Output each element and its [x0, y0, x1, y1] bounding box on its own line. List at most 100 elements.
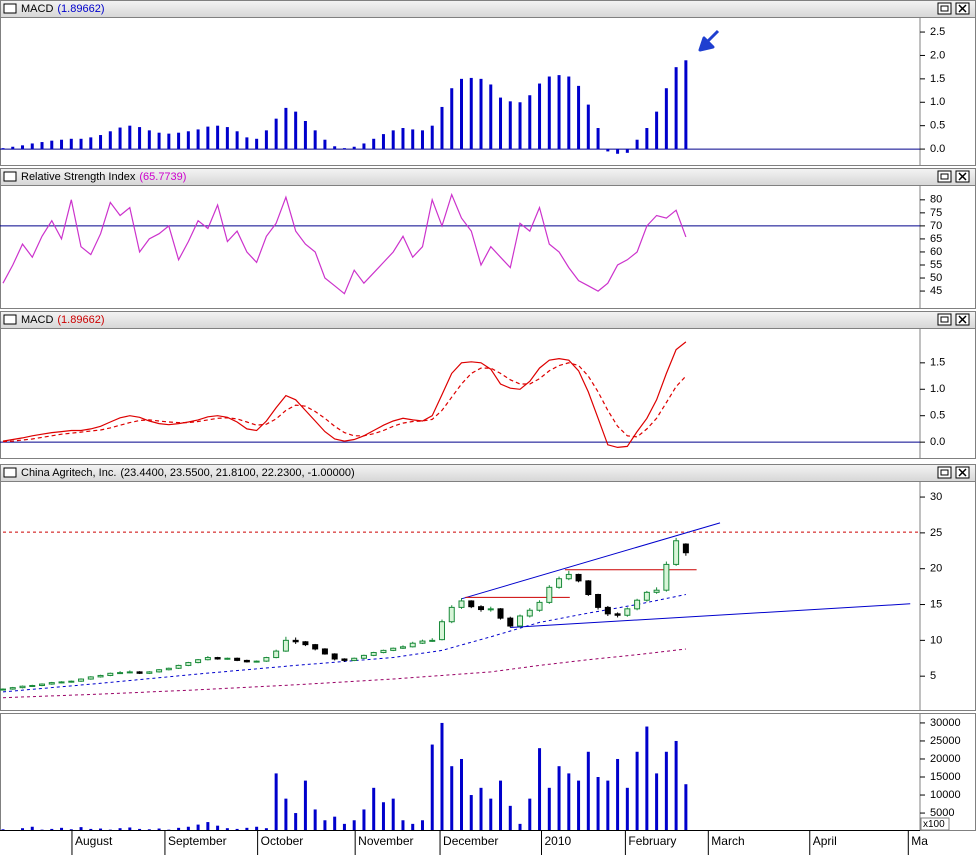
bar: [40, 829, 44, 830]
bar: [645, 726, 649, 830]
bar: [372, 138, 376, 150]
bar: [147, 829, 151, 830]
bar: [664, 751, 668, 830]
bar: [674, 740, 678, 830]
bar: [99, 135, 103, 150]
maximize-button[interactable]: [937, 466, 952, 479]
candle-body: [409, 642, 416, 648]
panel: MACD (1.89662) 0.0 0.5 1.0 1.5: [0, 311, 976, 459]
bar: [167, 133, 171, 150]
panel-frame: [0, 0, 976, 166]
bar: [30, 826, 34, 830]
bar: [674, 67, 678, 150]
candle-body: [39, 683, 46, 686]
bar: [391, 798, 395, 830]
panel-value: (1.89662): [57, 314, 104, 326]
candle-body: [419, 640, 426, 644]
close-glyph: [958, 315, 967, 324]
header-icon: [3, 3, 17, 14]
bar: [40, 142, 44, 150]
bar: [11, 146, 15, 150]
maximize-button[interactable]: [937, 170, 952, 183]
bar: [21, 145, 25, 150]
candle-body: [604, 606, 611, 615]
bar: [508, 101, 512, 150]
bar: [69, 829, 73, 830]
bar: [186, 826, 190, 830]
bar: [323, 139, 327, 150]
y-tick-label: 5000: [930, 807, 954, 819]
bar: [577, 85, 581, 150]
header-icon: [3, 171, 17, 182]
candle-body: [614, 613, 621, 616]
bar: [30, 143, 34, 150]
bar: [567, 773, 571, 830]
candle-body: [468, 600, 475, 608]
candle-body: [175, 664, 182, 669]
header-icon: [3, 467, 17, 478]
candle-body: [68, 680, 75, 683]
candle-body: [341, 658, 348, 661]
y-tick-label: 60: [930, 246, 942, 258]
bar: [450, 88, 454, 150]
bar: [606, 149, 610, 152]
candle-body: [107, 672, 114, 676]
bar: [167, 829, 171, 830]
candle-body: [331, 653, 338, 660]
y-tick-label: 70: [930, 220, 942, 232]
candle-body: [663, 563, 670, 591]
candle-body: [507, 617, 514, 627]
bar: [1, 148, 5, 150]
y-tick-label: 1.5: [930, 73, 945, 85]
candle-body: [214, 657, 221, 660]
bar: [79, 827, 83, 830]
annotation-arrow: [698, 29, 720, 52]
candle-body: [399, 646, 406, 649]
bar: [586, 751, 590, 830]
maximize-button[interactable]: [937, 2, 952, 15]
candle-body: [673, 540, 680, 565]
bar: [352, 820, 356, 830]
bar: [430, 125, 434, 150]
close-glyph: [958, 4, 967, 13]
bar: [206, 126, 210, 150]
bar: [128, 827, 132, 830]
bar: [372, 787, 376, 830]
bar: [518, 823, 522, 830]
trendline: [461, 522, 721, 600]
bar: [352, 146, 356, 150]
panel-title-text: China Agritech, Inc.: [21, 467, 116, 479]
candle-body: [438, 621, 445, 641]
maximize-button[interactable]: [937, 313, 952, 326]
panel-value: (65.7739): [139, 171, 186, 183]
candle-body: [29, 684, 36, 687]
bar: [538, 748, 542, 830]
bar: [635, 139, 639, 150]
x-tick-label: November: [358, 834, 413, 848]
bar: [225, 127, 229, 150]
panel-header: MACD (1.89662): [0, 0, 976, 18]
y-tick-label: 25: [930, 527, 942, 539]
series-line: [2, 341, 687, 449]
candle-body: [312, 644, 319, 650]
bar: [50, 828, 54, 830]
bar: [655, 773, 659, 830]
candle-body: [224, 657, 231, 660]
candle-body: [165, 667, 172, 671]
candle-body: [487, 608, 494, 611]
maximize-glyph: [940, 469, 949, 476]
x-tick-label: December: [443, 834, 498, 848]
panel-frame: [0, 464, 976, 711]
panel-title-text: MACD: [21, 3, 53, 15]
bar: [440, 106, 444, 150]
bar: [89, 137, 93, 150]
bar: [499, 780, 503, 830]
bar: [342, 823, 346, 830]
candle-body: [156, 669, 163, 673]
bar: [655, 111, 659, 150]
bar: [264, 130, 268, 150]
x-tick-label: February: [628, 834, 676, 848]
bar: [60, 827, 64, 830]
panel-title: China Agritech, Inc. (23.4400, 23.5500, 2…: [21, 467, 355, 479]
